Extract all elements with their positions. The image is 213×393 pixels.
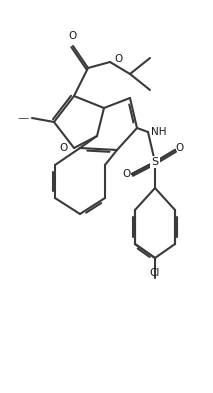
Text: S: S xyxy=(151,157,158,167)
Text: O: O xyxy=(123,169,131,179)
Text: —: — xyxy=(18,113,29,123)
Text: Cl: Cl xyxy=(150,268,160,278)
Text: O: O xyxy=(176,143,184,153)
Text: O: O xyxy=(114,54,122,64)
Text: NH: NH xyxy=(151,127,167,137)
Text: O: O xyxy=(60,143,68,153)
Text: O: O xyxy=(69,31,77,41)
